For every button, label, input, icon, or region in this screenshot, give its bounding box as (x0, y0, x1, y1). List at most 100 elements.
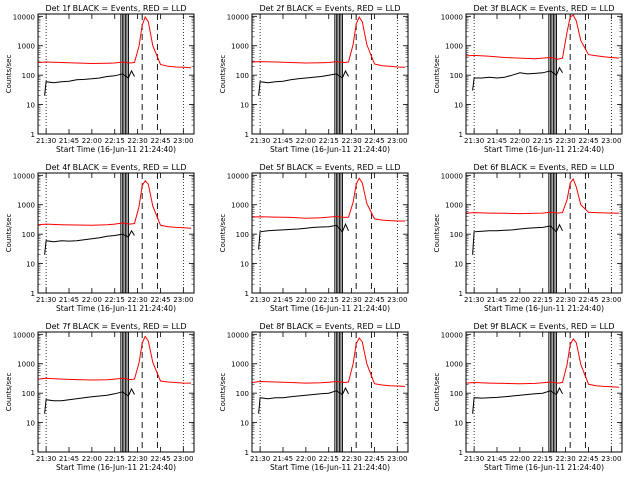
x-tick-label: 23:00 (601, 137, 621, 145)
y-axis-label: Counts/sec (433, 373, 441, 412)
y-tick-label: 10 (240, 420, 249, 428)
panel-title: Det 1f BLACK = Events, RED = LLD (45, 4, 186, 13)
events-series-line (258, 222, 349, 250)
y-axis-label: Counts/sec (5, 55, 13, 94)
y-tick-label: 1 (245, 449, 249, 457)
x-tick-label: 22:45 (150, 455, 170, 463)
chart-panel-1: Det 1f BLACK = Events, RED = LLD 1 10 100 10… (5, 4, 195, 154)
y-axis-label: Counts/sec (5, 214, 13, 253)
panel-title: Det 9f BLACK = Events, RED = LLD (473, 322, 614, 331)
lld-series-line (466, 177, 619, 215)
x-tick-label: 22:15 (105, 137, 125, 145)
y-axis-label: Counts/sec (219, 214, 227, 253)
lld-series-line (252, 15, 406, 68)
y-tick-label: 1000 (231, 202, 249, 210)
x-tick-label: 22:45 (364, 296, 384, 304)
x-tick-label: 23:00 (173, 137, 193, 145)
events-series-line (44, 69, 135, 96)
y-tick-label: 1000 (17, 43, 35, 51)
x-tick-label: 22:30 (128, 137, 148, 145)
x-tick-label: 22:00 (82, 455, 102, 463)
panel-title: Det 4f BLACK = Events, RED = LLD (45, 163, 186, 172)
y-tick-label: 100 (22, 231, 35, 239)
x-tick-label: 22:30 (342, 455, 362, 463)
x-tick-label: 21:45 (59, 296, 79, 304)
plot-frame (251, 13, 409, 135)
x-tick-label: 21:45 (59, 455, 79, 463)
y-tick-label: 10000 (441, 172, 463, 180)
x-axis-label: Start Time (16-Jun-11 21:24:40) (270, 145, 390, 154)
plot-frame (251, 172, 409, 294)
x-tick-label: 23:00 (173, 455, 193, 463)
y-tick-label: 100 (22, 390, 35, 398)
chart-panel-5: Det 5f BLACK = Events, RED = LLD 1 10 100 10… (219, 163, 409, 313)
x-tick-label: 22:45 (578, 137, 598, 145)
x-tick-label: 23:00 (387, 296, 407, 304)
events-series-line (44, 229, 135, 255)
x-tick-label: 21:45 (487, 455, 507, 463)
panel-title: Det 8f BLACK = Events, RED = LLD (259, 322, 400, 331)
x-tick-label: 21:30 (464, 296, 484, 304)
x-tick-label: 22:00 (510, 137, 530, 145)
y-tick-label: 100 (450, 231, 463, 239)
x-tick-label: 22:30 (556, 455, 576, 463)
x-tick-label: 21:30 (464, 137, 484, 145)
x-tick-label: 21:30 (250, 296, 270, 304)
events-series-line (472, 386, 563, 414)
events-series-line (44, 387, 135, 414)
lld-series-line (466, 338, 620, 388)
y-tick-label: 1000 (445, 361, 463, 369)
lld-series-line (38, 335, 191, 384)
x-tick-label: 22:45 (578, 455, 598, 463)
x-axis-label: Start Time (16-Jun-11 21:24:40) (56, 304, 176, 313)
y-tick-label: 1 (245, 290, 249, 298)
x-tick-label: 22:15 (533, 455, 553, 463)
x-tick-label: 22:45 (364, 455, 384, 463)
lld-series-line (252, 177, 405, 222)
chart-panel-9: Det 9f BLACK = Events, RED = LLD 1 10 100 10… (433, 322, 623, 472)
x-tick-label: 21:45 (487, 137, 507, 145)
x-axis-label: Start Time (16-Jun-11 21:24:40) (484, 304, 604, 313)
x-tick-label: 23:00 (601, 296, 621, 304)
y-tick-label: 1 (31, 449, 35, 457)
x-tick-label: 22:15 (319, 455, 339, 463)
y-axis-label: Counts/sec (219, 373, 227, 412)
lld-series-line (252, 337, 406, 387)
plot-frame (465, 172, 623, 294)
x-axis-label: Start Time (16-Jun-11 21:24:40) (270, 463, 390, 472)
x-tick-label: 22:00 (296, 455, 316, 463)
lld-series-line (38, 15, 192, 69)
y-tick-label: 10000 (227, 13, 249, 21)
x-tick-label: 21:30 (36, 455, 56, 463)
y-tick-label: 10000 (227, 331, 249, 339)
y-tick-label: 10 (454, 420, 463, 428)
y-tick-label: 1 (459, 290, 463, 298)
plot-frame (37, 13, 195, 135)
x-tick-label: 22:15 (533, 296, 553, 304)
chart-panel-7: Det 7f BLACK = Events, RED = LLD 1 10 100 10… (5, 322, 195, 472)
panel-title: Det 5f BLACK = Events, RED = LLD (259, 163, 400, 172)
chart-panel-8: Det 8f BLACK = Events, RED = LLD 1 10 100 10… (219, 322, 409, 472)
x-tick-label: 23:00 (173, 296, 193, 304)
x-tick-label: 22:30 (556, 296, 576, 304)
x-tick-label: 21:45 (487, 296, 507, 304)
y-tick-label: 100 (236, 390, 249, 398)
y-tick-label: 100 (450, 72, 463, 80)
events-series-line (258, 69, 349, 96)
x-tick-label: 21:45 (273, 137, 293, 145)
x-tick-label: 21:45 (59, 137, 79, 145)
chart-panel-6: Det 6f BLACK = Events, RED = LLD 1 10 100 10… (433, 163, 623, 313)
x-tick-label: 22:15 (319, 296, 339, 304)
chart-panel-4: Det 4f BLACK = Events, RED = LLD 1 10 100 10… (5, 163, 195, 313)
x-tick-label: 22:00 (296, 296, 316, 304)
y-tick-label: 10 (240, 261, 249, 269)
x-axis-label: Start Time (16-Jun-11 21:24:40) (56, 463, 176, 472)
x-tick-label: 22:00 (296, 137, 316, 145)
x-tick-label: 22:30 (128, 455, 148, 463)
y-tick-label: 10 (26, 261, 35, 269)
x-tick-label: 21:30 (36, 296, 56, 304)
x-tick-label: 21:30 (250, 455, 270, 463)
x-axis-label: Start Time (16-Jun-11 21:24:40) (484, 463, 604, 472)
